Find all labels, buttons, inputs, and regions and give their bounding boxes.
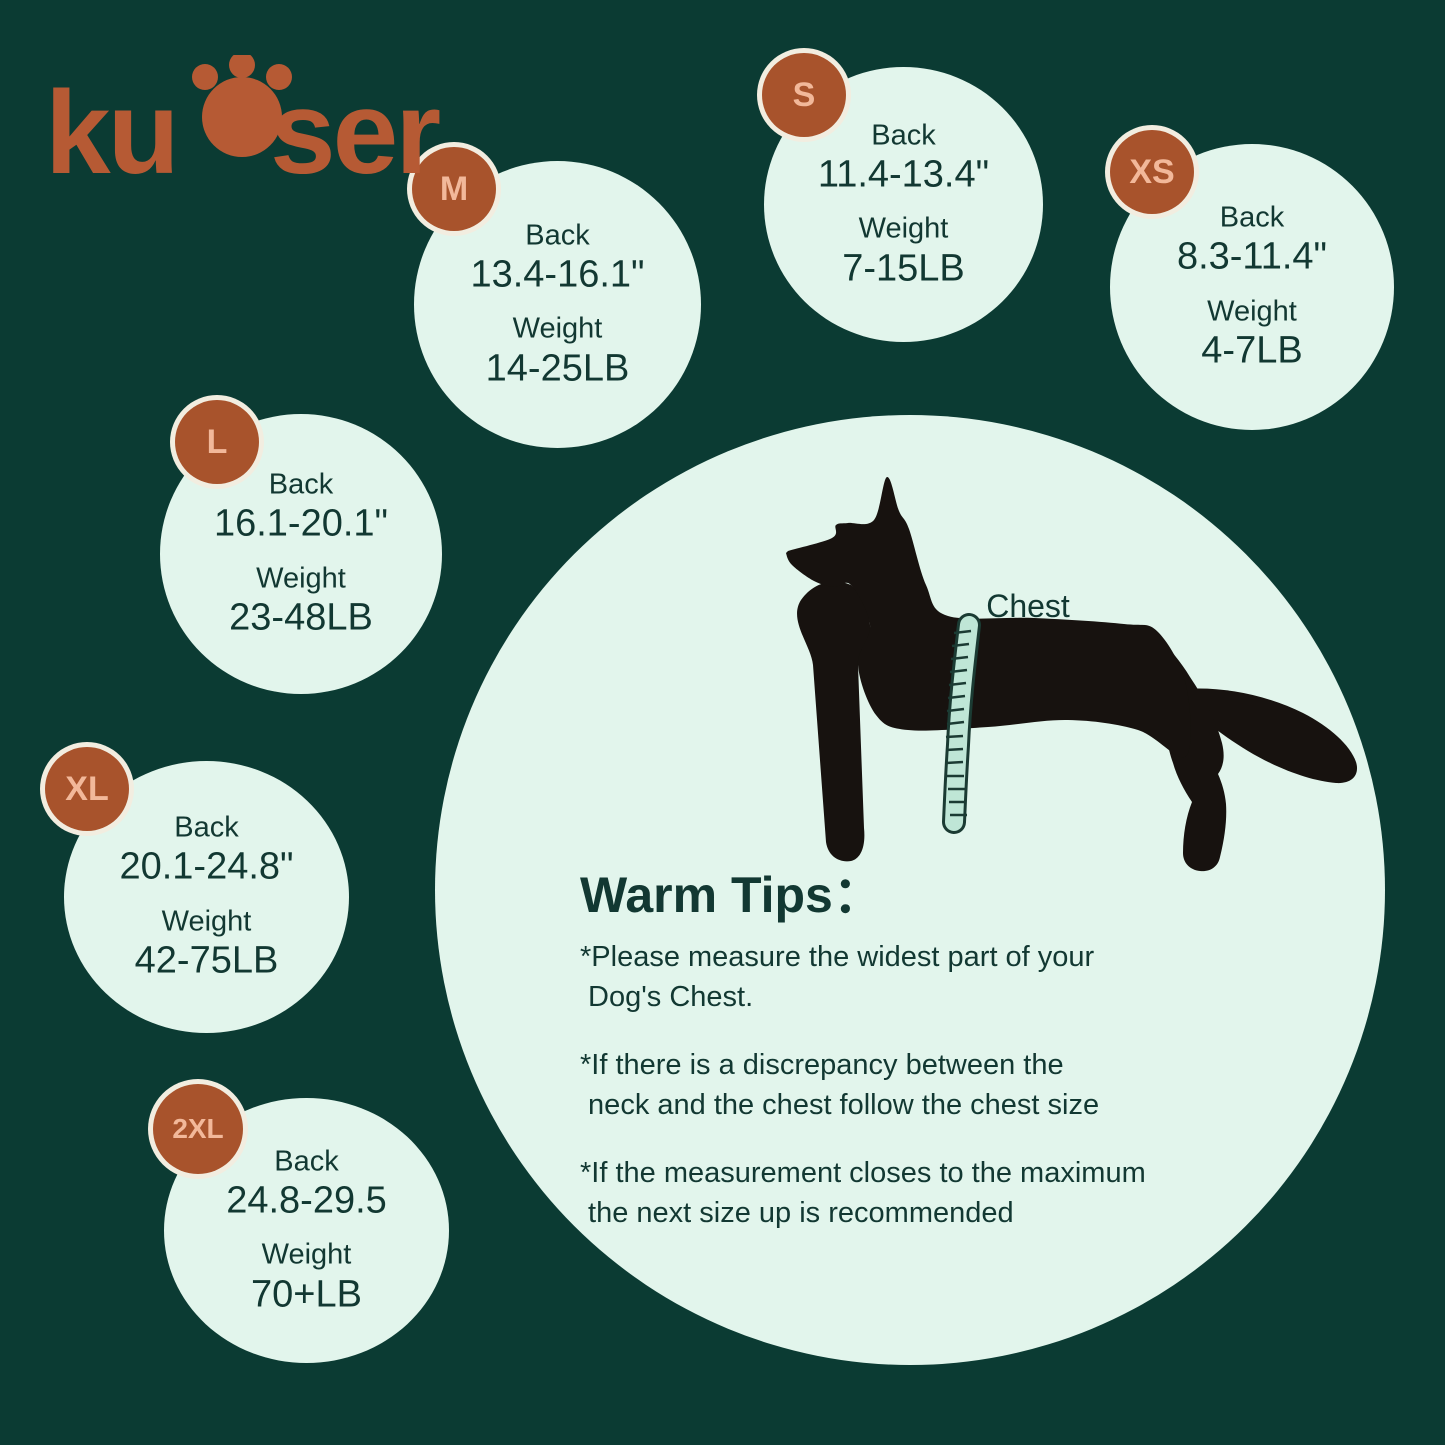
- svg-text:ser: ser: [270, 67, 440, 199]
- svg-text:ku: ku: [45, 67, 177, 199]
